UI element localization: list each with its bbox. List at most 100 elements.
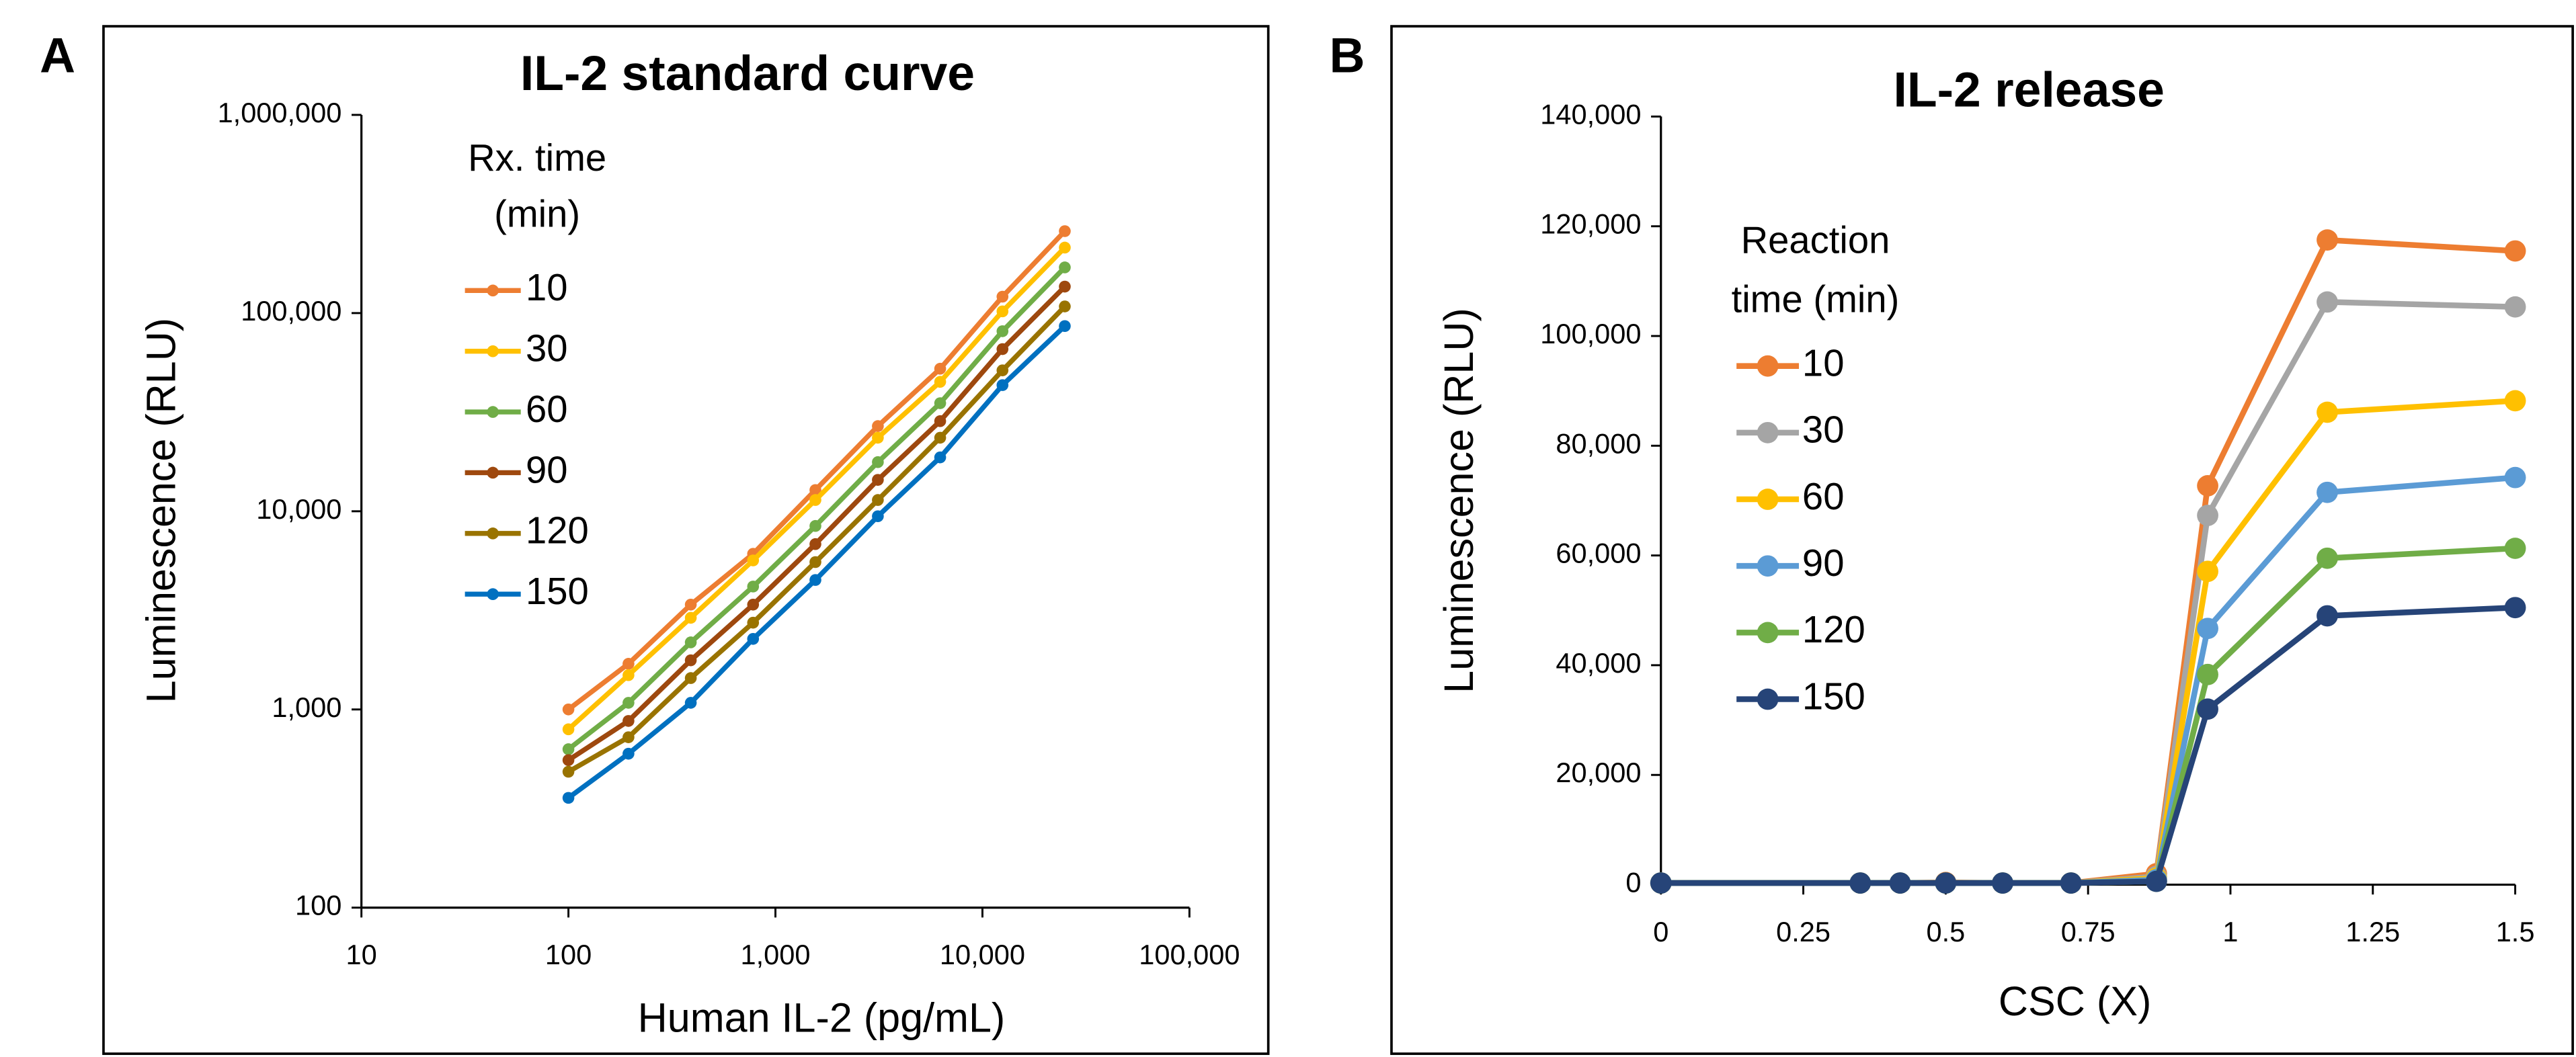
data-point	[2197, 505, 2218, 526]
legend-marker	[1757, 489, 1779, 510]
data-point	[934, 431, 947, 444]
y-tick-label: 20,000	[1556, 757, 1641, 788]
y-axis-label: Luminescence (RLU)	[138, 318, 184, 704]
data-point	[934, 451, 947, 464]
series-line	[1660, 604, 2515, 886]
data-point	[1992, 872, 2013, 894]
panel-label: B	[1330, 28, 1365, 83]
series-line	[1660, 474, 2515, 886]
legend-marker	[487, 406, 499, 418]
data-point	[1059, 300, 1071, 312]
y-tick-label: 0	[1625, 867, 1641, 898]
y-tick-label: 100	[295, 890, 341, 921]
data-point	[684, 697, 697, 709]
legend-label: 90	[1802, 542, 1845, 584]
x-tick-label: 0.75	[2061, 916, 2116, 947]
chart-title: IL-2 release	[1893, 62, 2164, 118]
x-tick-label: 10,000	[940, 939, 1025, 970]
data-point	[872, 510, 884, 523]
data-point	[872, 456, 884, 468]
legend-label: 60	[526, 388, 568, 430]
x-tick-label: 0.25	[1776, 916, 1830, 947]
data-point	[2197, 698, 2218, 720]
data-point	[2504, 466, 2526, 489]
data-point	[747, 599, 760, 611]
data-point	[622, 697, 635, 709]
series-line	[1660, 237, 2515, 886]
data-point	[809, 484, 821, 497]
panel-label: A	[40, 28, 75, 83]
data-point	[809, 556, 821, 568]
x-axis-label: CSC (X)	[1999, 978, 2151, 1024]
series-line	[1660, 398, 2515, 886]
y-tick-label: 60,000	[1556, 538, 1641, 569]
data-point	[872, 431, 884, 444]
data-point	[747, 554, 760, 566]
legend-label: 150	[1802, 675, 1865, 717]
data-point	[2504, 296, 2526, 318]
legend-label: 90	[526, 448, 568, 491]
legend-marker	[1757, 688, 1779, 710]
data-point	[747, 632, 760, 645]
data-point	[684, 636, 697, 648]
data-point	[809, 494, 821, 506]
x-tick-label: 1.25	[2345, 916, 2400, 947]
y-tick-label: 1,000	[272, 691, 341, 723]
data-point	[2504, 597, 2526, 619]
data-point	[2060, 872, 2082, 894]
data-point	[1650, 872, 1672, 894]
x-axis-label: Human IL-2 (pg/mL)	[638, 995, 1006, 1040]
data-point	[747, 616, 760, 629]
data-point	[1889, 872, 1911, 894]
data-point	[996, 305, 1009, 318]
data-point	[747, 581, 760, 593]
legend-marker	[1757, 622, 1779, 644]
data-point	[934, 397, 947, 409]
series-line	[567, 265, 1067, 751]
data-point	[2504, 240, 2526, 262]
legend-title: Rx. time	[468, 136, 606, 179]
y-tick-label: 80,000	[1556, 427, 1641, 459]
legend-label: 30	[1802, 409, 1845, 451]
y-tick-label: 140,000	[1540, 98, 1641, 130]
legend-title: (min)	[494, 192, 580, 235]
data-point	[562, 765, 575, 778]
legend-label: 30	[526, 327, 568, 370]
y-tick-label: 120,000	[1540, 208, 1641, 240]
legend-label: 10	[1802, 342, 1845, 384]
data-point	[562, 754, 575, 767]
data-point	[996, 379, 1009, 391]
data-point	[934, 415, 947, 427]
legend-marker	[1757, 355, 1779, 377]
data-point	[2317, 291, 2338, 313]
data-point	[622, 669, 635, 681]
x-tick-label: 100	[545, 939, 592, 970]
y-tick-label: 100,000	[1540, 318, 1641, 349]
y-axis-label: Luminescence (RLU)	[1436, 308, 1482, 693]
data-point	[996, 290, 1009, 303]
data-point	[1059, 320, 1071, 333]
data-point	[934, 376, 947, 388]
data-point	[872, 494, 884, 506]
legend-marker	[487, 345, 499, 357]
x-tick-label: 10	[346, 939, 377, 970]
data-point	[562, 743, 575, 755]
data-point	[562, 792, 575, 804]
data-point	[1935, 872, 1957, 894]
chart-title: IL-2 standard curve	[520, 46, 975, 101]
data-point	[2317, 229, 2338, 251]
data-point	[2317, 605, 2338, 627]
x-tick-label: 0	[1653, 916, 1668, 947]
y-tick-label: 40,000	[1556, 647, 1641, 679]
data-point	[2145, 870, 2167, 892]
data-point	[809, 538, 821, 550]
data-point	[872, 474, 884, 486]
data-point	[684, 599, 697, 611]
data-point	[1059, 261, 1071, 273]
panel-frame	[102, 25, 1270, 1055]
legend-marker	[487, 284, 499, 297]
data-point	[1059, 225, 1071, 237]
data-point	[2317, 401, 2338, 423]
data-point	[996, 343, 1009, 355]
